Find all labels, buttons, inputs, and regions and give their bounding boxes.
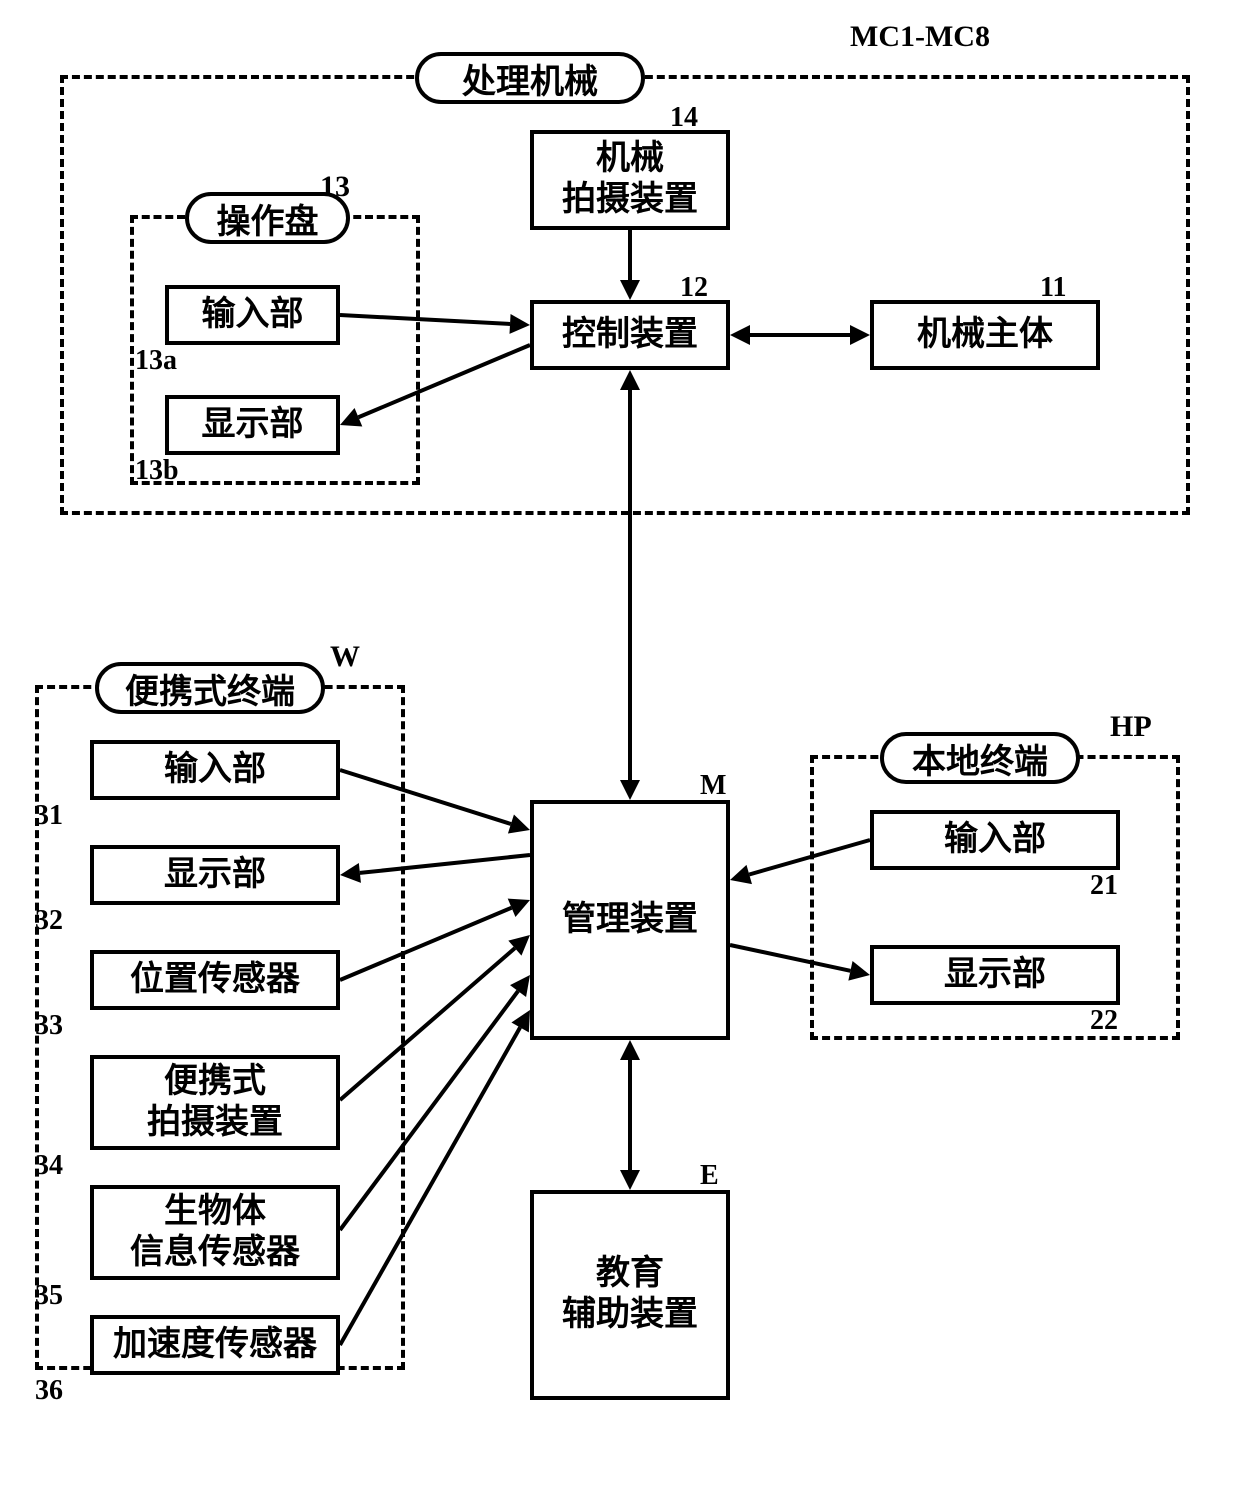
block-b12: 控制装置	[530, 300, 730, 370]
block-label-b11: 11	[1040, 272, 1066, 304]
group-label-mc: MC1-MC8	[850, 20, 990, 54]
block-b35: 生物体 信息传感器	[90, 1185, 340, 1280]
group-label-op: 13	[320, 170, 350, 204]
block-b13b: 显示部	[165, 395, 340, 455]
block-label-b13b: 13b	[135, 455, 179, 487]
block-label-b31: 31	[35, 800, 63, 832]
block-label-b22: 22	[1090, 1005, 1118, 1037]
block-b14: 机械 拍摄装置	[530, 130, 730, 230]
block-b36: 加速度传感器	[90, 1315, 340, 1375]
block-b13a: 输入部	[165, 285, 340, 345]
block-label-b34: 34	[35, 1150, 63, 1182]
diagram-canvas: 处理机械MC1-MC8操作盘13便携式终端W本地终端HP机械 拍摄装置14控制装…	[0, 0, 1240, 1505]
block-bE: 教育 辅助装置	[530, 1190, 730, 1400]
group-title-hp: 本地终端	[880, 732, 1080, 784]
block-label-b32: 32	[35, 905, 63, 937]
block-bM: 管理装置	[530, 800, 730, 1040]
block-label-b12: 12	[680, 272, 708, 304]
block-b21: 输入部	[870, 810, 1120, 870]
block-label-bM: M	[700, 770, 726, 802]
block-label-b36: 36	[35, 1375, 63, 1407]
block-label-b14: 14	[670, 102, 698, 134]
block-label-b35: 35	[35, 1280, 63, 1312]
block-label-b21: 21	[1090, 870, 1118, 902]
block-b31: 输入部	[90, 740, 340, 800]
group-title-w: 便携式终端	[95, 662, 325, 714]
block-label-b33: 33	[35, 1010, 63, 1042]
block-b22: 显示部	[870, 945, 1120, 1005]
block-b32: 显示部	[90, 845, 340, 905]
block-b11: 机械主体	[870, 300, 1100, 370]
group-label-w: W	[330, 640, 360, 674]
group-label-hp: HP	[1110, 710, 1152, 744]
block-b34: 便携式 拍摄装置	[90, 1055, 340, 1150]
block-b33: 位置传感器	[90, 950, 340, 1010]
block-label-bE: E	[700, 1160, 719, 1192]
block-label-b13a: 13a	[135, 345, 177, 377]
group-title-mc: 处理机械	[415, 52, 645, 104]
